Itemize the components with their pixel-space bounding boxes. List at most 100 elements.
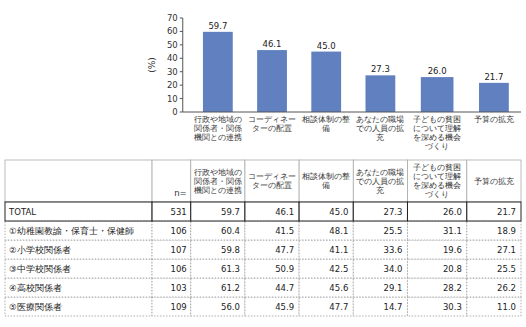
x-tick-label-line: 機関との連携: [194, 133, 242, 142]
table-n: 106: [171, 226, 187, 236]
table-cell: [5, 221, 152, 240]
table-cell: [5, 278, 152, 297]
x-tick-label: コーディネーターの配置: [248, 115, 296, 133]
table-cell: [407, 221, 466, 240]
table-value: 34.0: [384, 264, 403, 274]
table-value: 18.9: [497, 226, 516, 236]
x-tick-label-line: あなたの職場: [356, 115, 404, 124]
table-cell: [299, 278, 353, 297]
data-label: 45.0: [317, 41, 336, 51]
x-tick-label-line: 子どもの貧困: [413, 115, 461, 124]
y-tick-label: 50: [167, 40, 178, 50]
table-cell: [152, 221, 191, 240]
x-axis-line: [183, 112, 521, 113]
table-cell: [407, 240, 466, 259]
table-cell: [467, 240, 521, 259]
table-value: 59.8: [221, 245, 240, 255]
table-n: 103: [171, 283, 187, 293]
chart-root: 010203040506070(%)59.746.145.027.326.021…: [0, 0, 526, 327]
table-value: 28.2: [443, 283, 462, 293]
table-value: 59.7: [221, 207, 240, 217]
table-header-line: 関係者・関係: [194, 177, 242, 186]
table-cell: [353, 160, 407, 202]
table-value: 47.7: [275, 245, 294, 255]
table-cell: [245, 297, 299, 316]
table-cell: [467, 297, 521, 316]
table-cell: [407, 278, 466, 297]
table: [5, 160, 521, 316]
table-header: 子どもの貧困について理解を深める機会づくり: [413, 163, 461, 199]
table-cell: [299, 160, 353, 202]
table-header: 行政や地域の関係者・関係機関との連携: [194, 168, 242, 195]
y-tick-label: 20: [167, 80, 178, 90]
table-value: 61.3: [221, 264, 240, 274]
table-value: 44.7: [275, 283, 294, 293]
table-cell: [152, 160, 191, 202]
table-header-line: での人員の拡: [356, 177, 404, 186]
table-header-line: 予算の拡充: [474, 177, 514, 186]
x-tick-label: 相談体制の整備: [302, 115, 350, 133]
table-cell: [353, 240, 407, 259]
x-tick-label: あなたの職場での人員の拡充: [356, 115, 404, 142]
table-cell: [191, 297, 245, 316]
table-value: 45.0: [329, 207, 348, 217]
table-value: 27.3: [384, 207, 403, 217]
table-header-line: コーディネー: [248, 172, 296, 181]
table-cell: [467, 221, 521, 240]
table-cell: [245, 221, 299, 240]
table-cell: [245, 202, 299, 221]
x-tick-label-line: コーディネー: [248, 115, 296, 124]
bar: [203, 32, 233, 112]
data-label: 27.3: [371, 64, 390, 74]
data-label: 21.7: [484, 72, 503, 82]
table-header-line: について理解: [413, 172, 461, 181]
table-cell: [299, 297, 353, 316]
data-label: 59.7: [208, 21, 227, 31]
table-cell: [245, 278, 299, 297]
table-value: 20.8: [443, 264, 462, 274]
table-value: 46.1: [275, 207, 294, 217]
table-row-label: ③中学校関係者: [9, 264, 71, 274]
table-value: 14.7: [384, 302, 403, 312]
table-cell: [152, 297, 191, 316]
data-label: 46.1: [263, 39, 282, 49]
table-cell: [407, 160, 466, 202]
table-cell: [353, 202, 407, 221]
bar: [311, 52, 341, 112]
table-cell: [245, 259, 299, 278]
y-tick-label: 0: [172, 107, 177, 117]
table-value: 31.1: [443, 226, 462, 236]
x-tick-label-line: 充: [376, 133, 384, 142]
table-value: 33.6: [384, 245, 403, 255]
y-tick-label: 60: [167, 26, 178, 36]
table-cell: [299, 221, 353, 240]
table-cell: [407, 202, 466, 221]
table-cell: [467, 259, 521, 278]
table-cell: [152, 278, 191, 297]
table-value: 48.1: [329, 226, 348, 236]
y-axis: 010203040506070: [167, 13, 183, 117]
table-cell: [467, 202, 521, 221]
x-tick-label-line: について理解: [413, 124, 461, 133]
x-tick-label-line: 関係者・関係: [194, 124, 242, 133]
table-value: 42.5: [329, 264, 348, 274]
table-header-line: 備: [322, 181, 330, 190]
table-cell: [5, 259, 152, 278]
table-cell: [467, 278, 521, 297]
table-cell: [299, 202, 353, 221]
y-axis-line: [182, 18, 183, 112]
x-tick-label-line: を深める機会: [413, 133, 461, 142]
table-value: 50.9: [275, 264, 294, 274]
table-value: 29.1: [384, 283, 403, 293]
table-value: 25.5: [384, 226, 403, 236]
y-axis-label: (%): [147, 57, 157, 73]
table-header: コーディネーターの配置: [248, 172, 296, 190]
table-value: 19.6: [443, 245, 462, 255]
table-value: 61.2: [221, 283, 240, 293]
x-tick-label-line: 相談体制の整: [302, 115, 350, 124]
x-tick-label-line: づくり: [425, 142, 449, 151]
table-cell: [5, 202, 152, 221]
table-cell: [191, 278, 245, 297]
table-cell: [407, 259, 466, 278]
x-tick-label-line: ターの配置: [252, 124, 292, 133]
